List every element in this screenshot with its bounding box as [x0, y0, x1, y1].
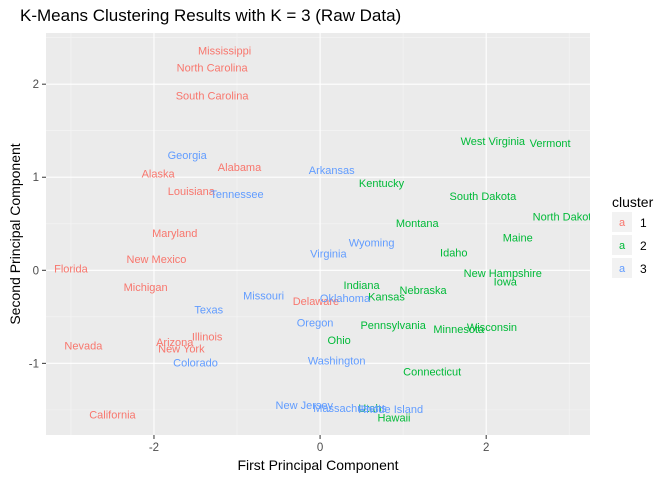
legend-key-box — [612, 235, 632, 255]
point-label: Rhode Island — [358, 404, 423, 416]
point-label: Oklahoma — [320, 293, 371, 305]
point-label: New Mexico — [127, 254, 187, 266]
point-label: Louisiana — [168, 186, 216, 198]
point-label: California — [89, 410, 136, 422]
point-label: Idaho — [440, 248, 468, 260]
point-label: Ohio — [328, 335, 351, 347]
legend-label: 1 — [640, 216, 647, 230]
chart-title: K-Means Clustering Results with K = 3 (R… — [20, 6, 402, 25]
point-label: South Carolina — [176, 90, 250, 102]
plot-panel — [46, 33, 590, 435]
point-label: Indiana — [344, 280, 381, 292]
point-label: Florida — [54, 263, 89, 275]
y-tick-label: 2 — [33, 79, 39, 91]
y-tick-label: 0 — [33, 265, 39, 277]
legend-key-box — [612, 212, 632, 232]
legend-key-box — [612, 258, 632, 278]
point-label: New York — [158, 343, 205, 355]
y-axis: -1 0 1 2 — [29, 79, 46, 370]
point-label: Alabama — [218, 162, 262, 174]
major-gridlines — [46, 33, 590, 435]
point-label: Maine — [503, 233, 533, 245]
point-label: Colorado — [173, 357, 218, 369]
point-label: Kansas — [368, 291, 405, 303]
point-label: Georgia — [168, 150, 208, 162]
point-label: Missouri — [243, 290, 284, 302]
point-label: Michigan — [124, 282, 168, 294]
point-label: Nevada — [64, 341, 103, 353]
point-label: Virginia — [310, 249, 347, 261]
y-tick-label: 1 — [33, 172, 39, 184]
point-labels: Mississippi North Carolina South Carolina A… — [54, 46, 599, 425]
x-tick-label: -2 — [149, 442, 159, 454]
minor-gridlines — [46, 33, 590, 435]
point-label: Washington — [308, 356, 366, 368]
legend-title: cluster — [612, 194, 654, 210]
point-label: New Hampshire — [464, 268, 542, 280]
point-label: Oregon — [297, 317, 334, 329]
point-label: Connecticut — [403, 367, 461, 379]
legend-label: 2 — [640, 239, 647, 253]
point-label: South Dakota — [450, 191, 518, 203]
legend-key-glyph: a — [619, 217, 626, 229]
point-label: Alaska — [142, 169, 176, 181]
point-label: Massachusetts — [313, 403, 387, 415]
legend-key-glyph: a — [619, 240, 626, 252]
x-axis: -2 0 2 — [149, 435, 489, 454]
point-label: Maryland — [152, 228, 197, 240]
point-label: Illinois — [192, 331, 223, 343]
point-label: Utah — [358, 403, 381, 415]
point-label: Mississippi — [198, 46, 251, 58]
x-tick-label: 0 — [317, 442, 323, 454]
point-label: North Carolina — [177, 62, 249, 74]
point-label: Arkansas — [309, 165, 355, 177]
legend-label: 3 — [640, 262, 647, 276]
x-tick-label: 2 — [483, 442, 489, 454]
point-label: North Dakota — [533, 211, 599, 223]
legend-key-glyph: a — [619, 263, 626, 275]
point-label: Texas — [194, 304, 223, 316]
legend: cluster a 1 a 2 a 3 — [612, 194, 654, 278]
point-label: West Virginia — [461, 136, 526, 148]
point-label: Arizona — [156, 337, 194, 349]
point-label: Minnesota — [433, 324, 485, 336]
point-label: Nebraska — [400, 285, 448, 297]
x-axis-title: First Principal Component — [237, 457, 398, 473]
point-label: Hawaii — [377, 412, 410, 424]
point-label: Wisconsin — [467, 322, 517, 334]
point-label: Tennessee — [210, 189, 263, 201]
point-label: Vermont — [530, 138, 571, 150]
point-label: Delaware — [293, 296, 339, 308]
point-label: Pennsylvania — [360, 320, 426, 332]
y-axis-title: Second Principal Component — [7, 143, 23, 324]
point-label: Montana — [396, 218, 440, 230]
point-label: New Jersey — [276, 400, 334, 412]
point-label: Kentucky — [359, 178, 405, 190]
point-label: Wyoming — [349, 237, 395, 249]
y-tick-label: -1 — [29, 358, 39, 370]
point-label: Iowa — [494, 276, 518, 288]
